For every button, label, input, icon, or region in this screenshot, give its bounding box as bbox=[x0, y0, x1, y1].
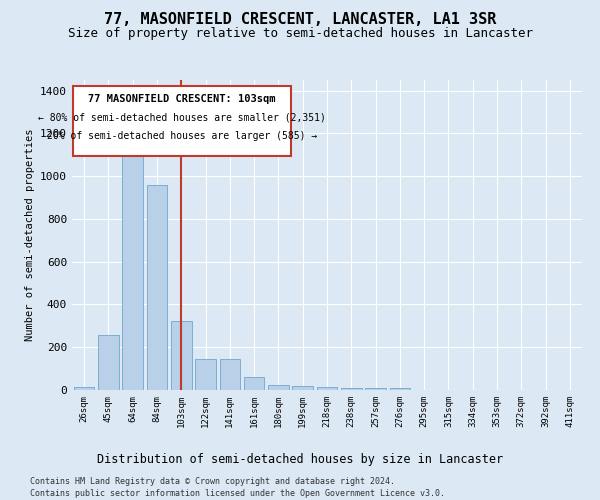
Text: Distribution of semi-detached houses by size in Lancaster: Distribution of semi-detached houses by … bbox=[97, 452, 503, 466]
Text: 20% of semi-detached houses are larger (585) →: 20% of semi-detached houses are larger (… bbox=[47, 132, 317, 141]
Bar bbox=[365, 388, 386, 390]
Bar bbox=[341, 388, 362, 390]
Y-axis label: Number of semi-detached properties: Number of semi-detached properties bbox=[25, 128, 35, 341]
Bar bbox=[171, 320, 191, 390]
Bar bbox=[98, 336, 119, 390]
FancyBboxPatch shape bbox=[73, 86, 290, 156]
Text: ← 80% of semi-detached houses are smaller (2,351): ← 80% of semi-detached houses are smalle… bbox=[38, 113, 326, 123]
Bar bbox=[74, 387, 94, 390]
Bar bbox=[268, 384, 289, 390]
Text: Contains HM Land Registry data © Crown copyright and database right 2024.: Contains HM Land Registry data © Crown c… bbox=[30, 478, 395, 486]
Bar bbox=[389, 388, 410, 390]
Bar bbox=[122, 134, 143, 390]
Bar bbox=[220, 359, 240, 390]
Text: Size of property relative to semi-detached houses in Lancaster: Size of property relative to semi-detach… bbox=[67, 28, 533, 40]
Text: 77 MASONFIELD CRESCENT: 103sqm: 77 MASONFIELD CRESCENT: 103sqm bbox=[88, 94, 275, 104]
Bar bbox=[195, 359, 216, 390]
Bar bbox=[292, 386, 313, 390]
Bar bbox=[317, 387, 337, 390]
Text: 77, MASONFIELD CRESCENT, LANCASTER, LA1 3SR: 77, MASONFIELD CRESCENT, LANCASTER, LA1 … bbox=[104, 12, 496, 28]
Bar bbox=[244, 377, 265, 390]
Text: Contains public sector information licensed under the Open Government Licence v3: Contains public sector information licen… bbox=[30, 489, 445, 498]
Bar bbox=[146, 185, 167, 390]
